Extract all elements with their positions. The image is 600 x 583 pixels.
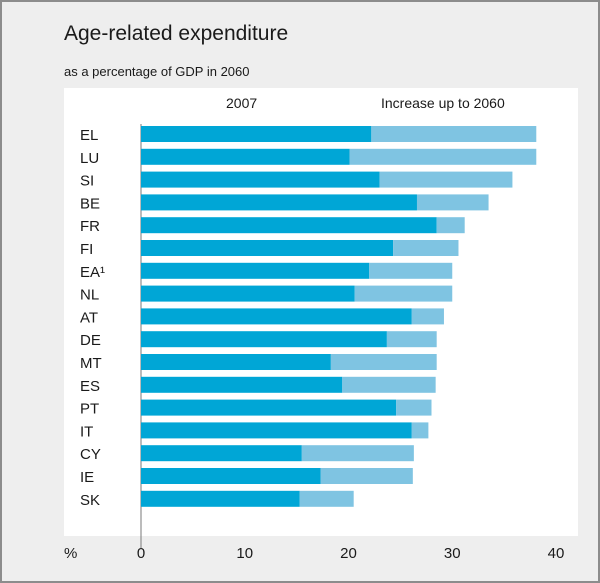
category-label: FR (80, 218, 100, 235)
bar-2007-es (141, 376, 343, 393)
bar-2007-fi (141, 240, 394, 256)
bar-increase-nl (354, 285, 453, 302)
chart-subtitle: as a percentage of GDP in 2060 (64, 64, 250, 79)
bar-increase-de (386, 331, 437, 348)
category-label: IE (80, 469, 94, 486)
bar-increase-it (411, 422, 429, 439)
legend-2007: 2007 (226, 95, 258, 111)
bar-increase-lu (349, 148, 537, 165)
bar-2007-it (141, 422, 412, 439)
category-label: DE (80, 332, 101, 349)
category-label: MT (80, 355, 102, 372)
bar-2007-be (141, 194, 417, 211)
category-label: ES (80, 378, 100, 395)
category-label: CY (80, 446, 101, 463)
x-axis-label: % (64, 545, 77, 562)
bar-increase-ie (320, 468, 413, 484)
bar-increase-at (411, 308, 444, 325)
bar-increase-fr (436, 217, 465, 234)
bar-2007-lu (141, 148, 350, 165)
bar-2007-ea (141, 262, 370, 279)
category-label: PT (80, 401, 99, 418)
bar-increase-be (416, 194, 489, 211)
bar-increase-fi (393, 240, 459, 256)
bar-2007-pt (141, 399, 397, 416)
bar-2007-si (141, 171, 380, 188)
bar-2007-fr (141, 217, 437, 234)
x-tick-label: 40 (548, 545, 565, 562)
category-label: SI (80, 173, 94, 190)
bar-2007-el (141, 126, 372, 142)
category-label: LU (80, 150, 99, 167)
x-tick-label: 20 (340, 545, 357, 562)
bar-increase-cy (301, 445, 414, 462)
category-label: BE (80, 195, 100, 212)
bar-increase-es (342, 376, 436, 393)
bar-increase-sk (299, 490, 354, 507)
category-label: FI (80, 241, 93, 258)
bar-2007-mt (141, 354, 331, 370)
bar-increase-pt (396, 399, 432, 416)
x-tick-label: 30 (444, 545, 461, 562)
chart-title: Age-related expenditure (64, 22, 289, 45)
bar-2007-nl (141, 285, 355, 302)
bar-2007-sk (141, 490, 300, 507)
bar-increase-si (379, 171, 513, 188)
bar-2007-cy (141, 445, 302, 462)
category-label: EA¹ (80, 264, 105, 281)
category-label: NL (80, 287, 99, 304)
bar-increase-mt (330, 354, 437, 370)
category-label: SK (80, 492, 100, 509)
category-label: EL (80, 127, 98, 144)
category-label: AT (80, 309, 98, 326)
category-label: IT (80, 423, 93, 440)
bar-increase-ea (369, 262, 453, 279)
bar-increase-el (371, 126, 537, 142)
x-tick-label: 0 (137, 545, 145, 562)
bar-2007-ie (141, 468, 321, 484)
legend-increase: Increase up to 2060 (381, 95, 505, 111)
bar-2007-at (141, 308, 412, 325)
bar-2007-de (141, 331, 387, 348)
x-tick-label: 10 (236, 545, 253, 562)
